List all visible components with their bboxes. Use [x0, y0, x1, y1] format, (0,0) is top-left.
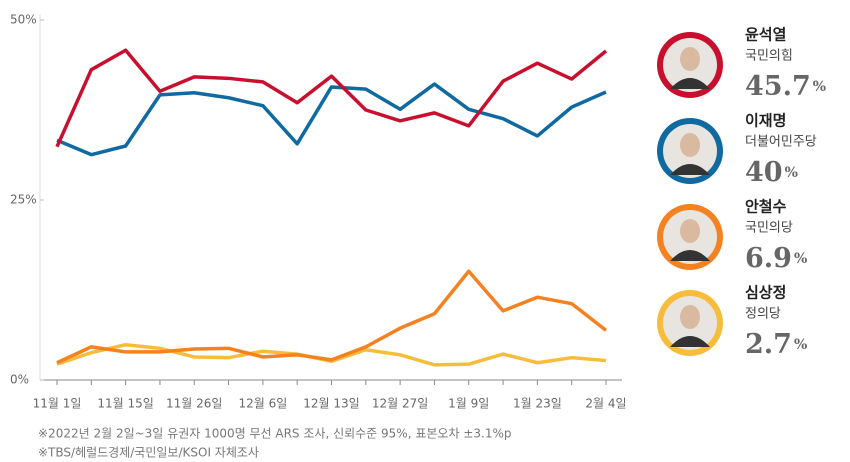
value-label: 40%	[745, 157, 798, 188]
y-tick-label: 0%	[10, 373, 29, 387]
avatar-face	[680, 47, 700, 71]
x-tick-label: 1월 23일	[513, 397, 562, 411]
candidate-name: 안철수	[745, 198, 787, 216]
x-tick-label: 12월 27일	[372, 397, 428, 411]
x-tick-label: 11월 1일	[33, 397, 82, 411]
value-label: 2.7%	[745, 329, 807, 360]
y-tick-label: 50%	[10, 13, 37, 27]
x-tick-label: 11월 15일	[97, 397, 153, 411]
avatar-face	[680, 305, 700, 329]
note: ※TBS/헤럴드경제/국민일보/KSOI 자체조사	[38, 446, 259, 460]
x-tick-label: 12월 6일	[238, 397, 287, 411]
candidate-name: 윤석열	[745, 26, 786, 44]
avatar-body	[670, 78, 710, 89]
x-tick-label: 11월 26일	[166, 397, 222, 411]
avatar-body	[670, 250, 710, 261]
line-series	[56, 342, 607, 367]
value-label: 6.9%	[745, 243, 807, 274]
candidate-party: 더불어민주당	[745, 135, 817, 150]
x-tick-label: 1월 9일	[448, 397, 489, 411]
candidate-party: 국민의당	[745, 221, 793, 236]
line-series	[55, 48, 608, 148]
x-tick-label: 2월 4일	[585, 397, 626, 411]
avatar-body	[670, 164, 710, 175]
candidate-party: 국민의힘	[745, 49, 793, 64]
note: ※2022년 2월 2일~3일 유권자 1000명 무선 ARS 조사, 신뢰수…	[38, 427, 511, 441]
y-tick-label: 25%	[10, 193, 37, 207]
avatar-body	[670, 336, 710, 347]
avatar-face	[680, 219, 700, 243]
line-series	[56, 269, 608, 365]
candidate-name: 이재명	[745, 112, 786, 130]
value-label: 45.7%	[745, 71, 826, 102]
line-series	[56, 82, 607, 157]
candidate-party: 정의당	[745, 307, 781, 322]
avatar-face	[680, 133, 700, 157]
candidate-name: 심상정	[745, 284, 786, 302]
x-tick-label: 12월 13일	[303, 397, 359, 411]
